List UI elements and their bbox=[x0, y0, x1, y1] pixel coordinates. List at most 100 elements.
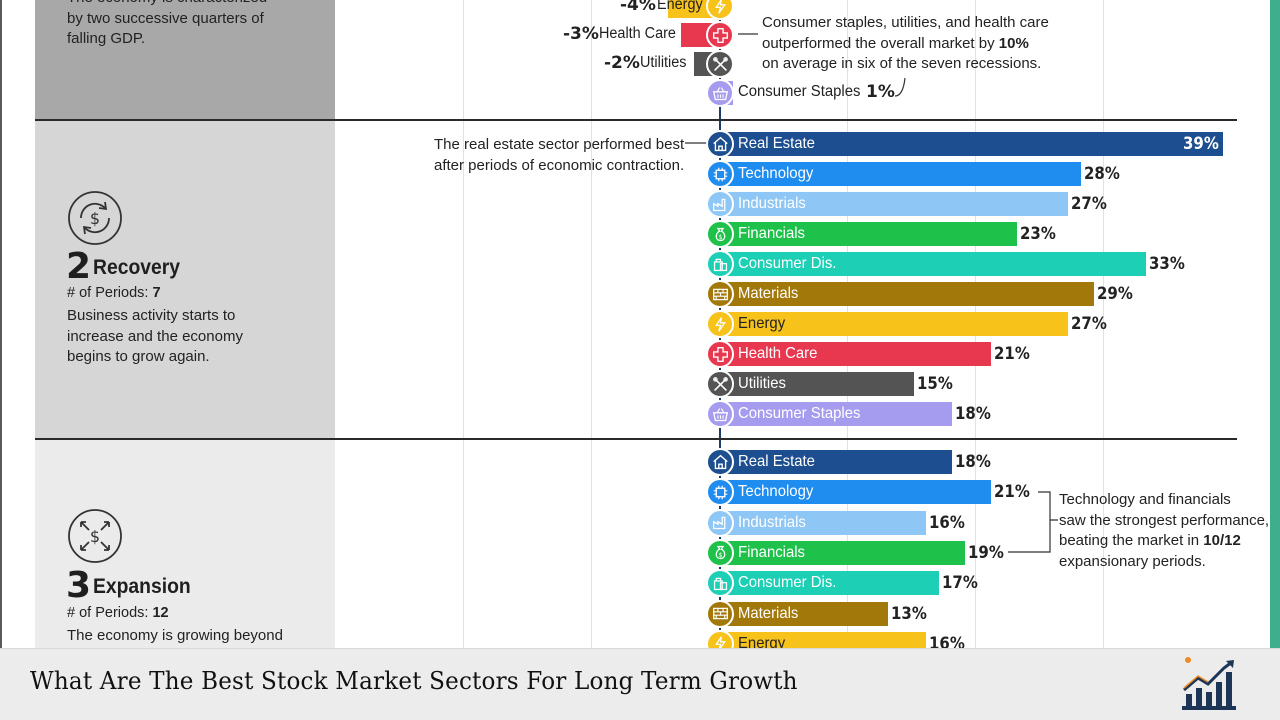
desc-line: falling GDP. bbox=[67, 30, 146, 47]
annotation-line: saw the strongest performance, bbox=[1059, 511, 1270, 529]
gridline bbox=[463, 0, 464, 648]
expansion-title: Expansion bbox=[93, 575, 191, 598]
recovery-description: Business activity starts to increase and… bbox=[67, 306, 327, 368]
phase-divider bbox=[35, 438, 1237, 440]
bar-real-estate bbox=[720, 132, 1224, 156]
expansion-annotation: Technology and financials saw the strong… bbox=[1059, 490, 1269, 572]
svg-text:$: $ bbox=[718, 233, 722, 240]
bricks-icon bbox=[706, 280, 734, 308]
bar-technology bbox=[720, 480, 991, 505]
bar-label: Consumer Dis. bbox=[738, 255, 837, 272]
bar-label: Technology bbox=[738, 483, 814, 501]
bar-health-care bbox=[720, 342, 991, 366]
bar-financials bbox=[720, 222, 1017, 246]
staples-annotation-connector bbox=[894, 77, 906, 97]
annotation-highlight: 10% bbox=[998, 34, 1029, 52]
growth-chart-icon bbox=[1182, 657, 1236, 710]
bar-label: Materials bbox=[738, 285, 799, 302]
bar-energy bbox=[720, 631, 927, 648]
bar-value: -2% bbox=[604, 53, 640, 73]
bar-materials bbox=[720, 601, 888, 626]
desc-line: The economy is growing beyond bbox=[67, 627, 283, 644]
bar-technology bbox=[720, 162, 1082, 186]
expansion-dollar-arrows-icon: $ bbox=[67, 508, 123, 564]
expansion-annotation-bracket bbox=[1008, 491, 1058, 553]
basket-icon bbox=[706, 400, 734, 428]
recession-band bbox=[335, 0, 1237, 119]
bar-industrials bbox=[720, 510, 927, 535]
recession-annotation: Consumer staples, utilities, and health … bbox=[762, 13, 1049, 75]
bar-label: Health Care bbox=[738, 345, 818, 362]
desc-line: Business activity starts to bbox=[67, 307, 236, 324]
bar-label: Energy bbox=[738, 315, 786, 332]
annotation-line: outperformed the overall market by 10% bbox=[762, 34, 1049, 55]
bar-label: Financials bbox=[738, 543, 805, 561]
bar-consumer-dis- bbox=[720, 571, 940, 596]
factory-icon bbox=[706, 508, 734, 537]
recession-description: The economy is characterized by two succ… bbox=[67, 0, 327, 50]
bar-label: Consumer Staples bbox=[738, 83, 861, 100]
bar-value: 39% bbox=[1183, 134, 1219, 154]
bar-value: 16% bbox=[929, 512, 966, 533]
recovery-cycle-dollar-icon: $ bbox=[67, 190, 123, 246]
bar-label: Materials bbox=[738, 604, 799, 622]
bar-materials bbox=[720, 282, 1095, 306]
desc-line: increase and the economy bbox=[67, 327, 243, 345]
bar-label: Utilities bbox=[738, 375, 786, 392]
desc-line: by two successive quarters of bbox=[67, 9, 264, 27]
infographic-canvas: The economy is characterized by two succ… bbox=[0, 0, 1280, 648]
bar-label: Technology bbox=[738, 165, 814, 182]
bar-label: Utilities bbox=[640, 54, 687, 71]
factory-icon bbox=[706, 190, 734, 218]
money-bag-icon: $ bbox=[706, 220, 734, 248]
recovery-panel bbox=[35, 120, 335, 438]
annotation-text: outperformed the overall market by bbox=[762, 34, 999, 52]
house-icon bbox=[706, 130, 734, 158]
annotation-line: Technology and financials bbox=[1059, 491, 1231, 508]
bar-utilities bbox=[720, 372, 914, 396]
bar-consumer-staples bbox=[720, 402, 953, 426]
recovery-annotation-connector bbox=[685, 142, 707, 144]
bolt-icon bbox=[706, 0, 734, 20]
annotation-line: Consumer staples, utilities, and health … bbox=[762, 14, 1049, 31]
cross-icon bbox=[706, 340, 734, 368]
bar-industrials bbox=[720, 192, 1069, 216]
chip-icon bbox=[706, 160, 734, 188]
svg-text:$: $ bbox=[90, 209, 100, 228]
money-bag-icon: $ bbox=[706, 538, 734, 567]
annotation-text: beating the market in bbox=[1059, 532, 1204, 549]
bar-label: Financials bbox=[738, 225, 805, 242]
annotation-line: The real estate sector performed best bbox=[434, 136, 685, 153]
right-edge bbox=[1270, 0, 1280, 648]
bar-value: 33% bbox=[1148, 254, 1185, 274]
tools-icon bbox=[706, 370, 734, 398]
desc-line: begins to grow again. bbox=[67, 348, 210, 365]
gridline bbox=[1103, 0, 1104, 648]
left-edge bbox=[0, 0, 2, 648]
bricks-icon bbox=[706, 599, 734, 628]
footer-bar: What Are The Best Stock Market Sectors F… bbox=[0, 648, 1280, 720]
bar-value: 15% bbox=[916, 374, 953, 394]
basket-icon bbox=[706, 79, 734, 107]
shopping-bag-icon bbox=[706, 569, 734, 598]
bar-value: -4% bbox=[620, 0, 656, 15]
svg-text:$: $ bbox=[718, 552, 722, 559]
bar-value: 19% bbox=[968, 542, 1004, 563]
expansion-periods: # of Periods: 12 bbox=[67, 605, 169, 621]
recovery-title: Recovery bbox=[93, 256, 180, 279]
page-title: What Are The Best Stock Market Sectors F… bbox=[30, 667, 798, 695]
bar-label: Industrials bbox=[738, 513, 806, 531]
bar-value: 21% bbox=[993, 344, 1030, 364]
bar-label: Real Estate bbox=[738, 135, 815, 152]
gridline bbox=[591, 0, 592, 648]
expansion-number: 3 bbox=[66, 565, 92, 606]
periods-value: 7 bbox=[152, 285, 161, 301]
recession-panel bbox=[35, 0, 335, 119]
bar-value: 1% bbox=[866, 82, 895, 102]
desc-line: The economy is characterized bbox=[67, 0, 327, 9]
periods-value: 12 bbox=[152, 605, 169, 621]
recovery-number: 2 bbox=[66, 246, 92, 287]
bar-value: 23% bbox=[1019, 224, 1056, 244]
bar-value: 18% bbox=[955, 452, 992, 472]
recovery-annotation: The real estate sector performed best af… bbox=[434, 135, 684, 176]
